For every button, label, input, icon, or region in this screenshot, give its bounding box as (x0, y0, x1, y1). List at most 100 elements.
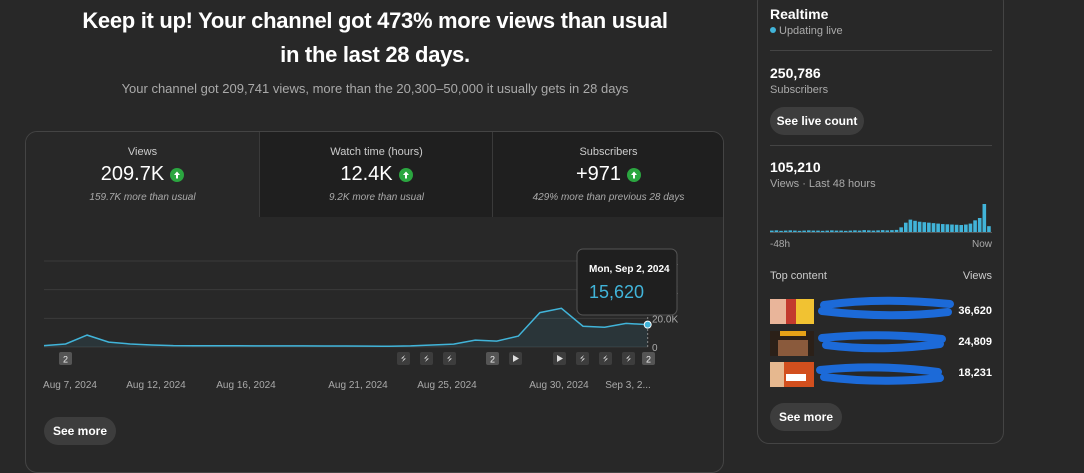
x-tick-label: Aug 7, 2024 (43, 380, 97, 391)
hourly-bar (797, 230, 802, 232)
hourly-bar (982, 204, 987, 232)
redactions (816, 296, 954, 385)
hourly-bar (945, 224, 950, 232)
separator (770, 145, 992, 146)
x-tick-label: Aug 25, 2024 (417, 380, 477, 391)
y-tick-label: 0 (652, 343, 658, 354)
badge-count: 2 (63, 355, 68, 365)
hourly-bar (770, 230, 774, 232)
tab-value: +971 (575, 163, 622, 185)
hourly-bar (927, 222, 931, 232)
subtitle: Your channel got 209,741 views, more tha… (121, 81, 629, 96)
subscriber-label: Subscribers (770, 84, 829, 96)
tab-label: Subscribers (579, 146, 638, 158)
realtime-title: Realtime (770, 6, 829, 22)
x-tick-label: Aug 21, 2024 (328, 380, 388, 391)
hourly-bar (922, 222, 927, 232)
hourly-bar (788, 230, 793, 232)
play-glyph (557, 355, 563, 362)
hourly-bar (834, 230, 839, 232)
hourly-bar (830, 230, 834, 232)
hourly-bar (977, 218, 982, 232)
hourly-bar (987, 226, 991, 232)
hourly-bar (779, 230, 783, 232)
page: Keep it up! Your channel got 473% more v… (25, 0, 1004, 473)
subscriber-count: 250,786 (770, 65, 821, 81)
hourly-bar (899, 227, 903, 232)
hourly-bar (954, 224, 959, 232)
tab-value: 12.4K (340, 163, 393, 185)
hourly-bar (903, 222, 908, 232)
hourly-bar (774, 230, 779, 232)
short-icon (599, 352, 612, 365)
hourly-bar (820, 230, 825, 232)
tab-note: 429% more than previous 28 days (532, 192, 685, 203)
short-glyph (424, 355, 429, 362)
tab[interactable]: Subscribers +971 429% more than previous… (492, 132, 723, 217)
hourly-bar (876, 230, 880, 232)
hourly-bar (917, 221, 922, 232)
views-header: Views (962, 270, 992, 282)
hourly-bar (867, 230, 871, 232)
y-tick-label: 20.0K (652, 314, 678, 325)
tab-label: Watch time (hours) (330, 146, 423, 158)
hourly-bar (950, 224, 954, 232)
hourly-bar (940, 224, 945, 232)
hourly-bar (816, 230, 820, 232)
short-glyph (603, 355, 608, 362)
x-tick-label: Aug 12, 2024 (126, 380, 186, 391)
top-content-title: Top content (770, 270, 827, 282)
separator (770, 50, 992, 51)
hourly-bar (857, 230, 862, 232)
short-icon (420, 352, 433, 365)
tab-label: Views (127, 146, 158, 158)
live-count-button[interactable]: See live count (770, 107, 864, 135)
realtime-panel (757, 0, 1004, 444)
tab[interactable]: Watch time (hours) 12.4K 9.2K more than … (259, 132, 493, 217)
short-icon (622, 352, 635, 365)
tab-note: 159.7K more than usual (89, 192, 196, 203)
hourly-bar (862, 230, 866, 232)
hourly-bar (825, 230, 830, 232)
hourly-bar (806, 230, 811, 232)
start-label: -48h (770, 239, 791, 250)
up-icon (627, 167, 642, 182)
hourly-bar (848, 230, 853, 232)
hourly-bar (880, 230, 885, 232)
short-icon (443, 352, 456, 365)
views-count: 105,210 (770, 159, 821, 175)
item-views: 18,231 (958, 367, 992, 379)
play-glyph (513, 355, 519, 362)
short-glyph (626, 355, 631, 362)
hourly-bar (973, 220, 977, 232)
hourly-bar (931, 223, 936, 232)
x-tick-label: Sep 3, 2... (605, 380, 651, 391)
short-icon (397, 352, 410, 365)
headline: Keep it up! Your channel got 473% more v… (82, 8, 668, 67)
x-tick-label: Aug 16, 2024 (216, 380, 276, 391)
hourly-bar (885, 230, 890, 232)
hourly-bar (968, 223, 973, 232)
hourly-bar (811, 230, 816, 232)
hourly-bar (894, 229, 899, 232)
hourly-bar (871, 230, 876, 232)
hourly-bar (913, 220, 917, 232)
hourly-bar (890, 230, 894, 232)
see-more-button[interactable]: See more (44, 417, 116, 445)
item-views: 24,809 (958, 336, 992, 348)
hourly-bar (793, 230, 797, 232)
hourly-bar (908, 219, 913, 232)
short-glyph (447, 355, 452, 362)
up-icon (398, 167, 413, 182)
badge (59, 352, 72, 365)
hourly-bar (783, 230, 788, 232)
tooltip-date: Mon, Sep 2, 2024 (589, 264, 670, 275)
tab[interactable]: Views 209.7K 159.7K more than usual (26, 132, 259, 217)
hover-point (643, 320, 652, 329)
see-more-button[interactable]: See more (770, 403, 842, 431)
badge-count: 2 (646, 355, 651, 365)
hourly-bar (853, 230, 857, 232)
badge (486, 352, 499, 365)
live-dot (770, 27, 776, 33)
short-icon (576, 352, 589, 365)
